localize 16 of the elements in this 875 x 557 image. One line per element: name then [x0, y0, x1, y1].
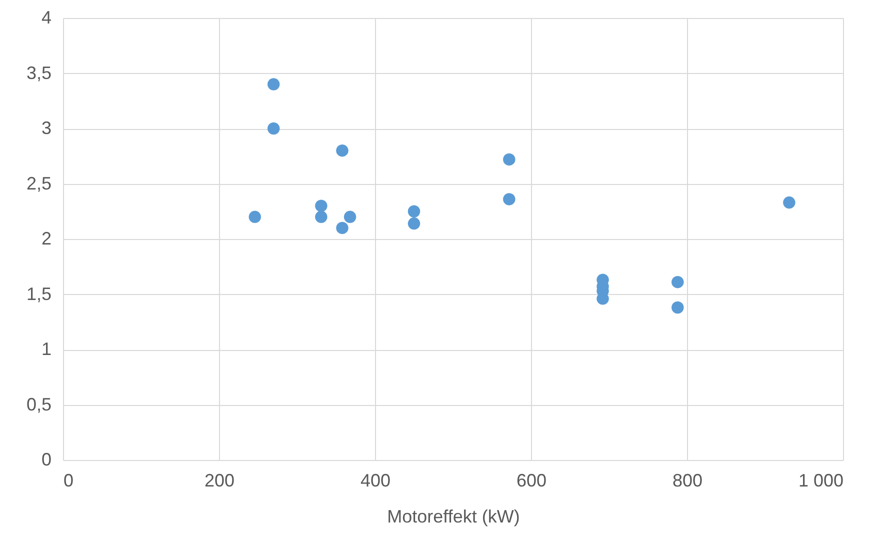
y-tick-label: 0,5	[26, 394, 52, 414]
x-tick-label: 400	[360, 470, 391, 490]
y-tick-label: 4	[41, 8, 52, 28]
x-tick-label: 0	[64, 470, 74, 490]
y-tick-label: 3	[41, 118, 52, 138]
x-axis-title: Motoreffekt (kW)	[387, 506, 520, 526]
x-tick-label: 800	[672, 470, 703, 490]
y-tick-label: 1	[41, 339, 52, 359]
x-tick-label: 1 000	[798, 470, 844, 490]
x-tick-label: 600	[516, 470, 547, 490]
y-tick-label: 2	[41, 228, 52, 248]
y-tick-label: 1,5	[26, 284, 52, 304]
y-tick-label: 0	[41, 450, 52, 470]
y-tick-label: 2,5	[26, 173, 52, 194]
y-tick-label: 3,5	[26, 62, 52, 83]
x-tick-label: 200	[204, 470, 235, 490]
